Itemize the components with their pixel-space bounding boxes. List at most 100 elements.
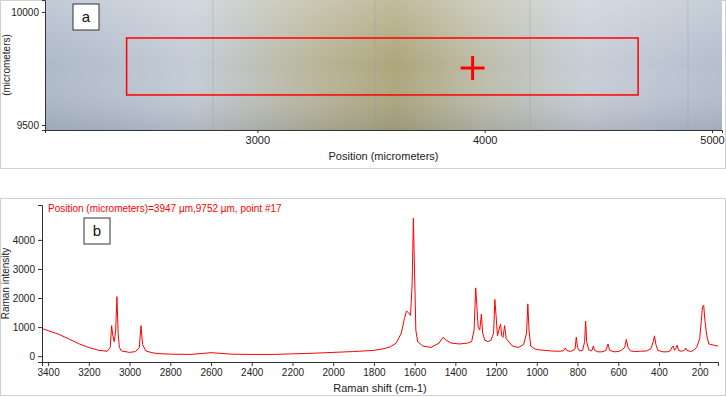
tick-label: 2200 — [282, 367, 305, 378]
tick-mark — [170, 362, 171, 366]
tick-label: 200 — [692, 367, 709, 378]
tick-mark — [415, 362, 416, 366]
tick-mark — [455, 362, 456, 366]
tick-mark — [38, 356, 42, 357]
tick: 2200 — [282, 362, 305, 378]
point-marker — [461, 56, 485, 80]
tick-mark — [659, 362, 660, 366]
tick-label: 3400 — [37, 367, 60, 378]
tick-label: 2000 — [13, 293, 36, 304]
spectrum-line — [42, 218, 718, 354]
tick: 0 — [29, 351, 42, 362]
tick-mark — [578, 362, 579, 366]
tick: 2000 — [13, 293, 42, 304]
cross-v — [471, 56, 474, 80]
panel-label-box — [73, 4, 99, 30]
tick-label: 9500 — [17, 120, 40, 131]
tick: 3000 — [119, 362, 142, 378]
axis-line — [38, 206, 43, 363]
tick-mark — [292, 362, 293, 366]
scan-area — [127, 38, 639, 95]
tick: 5000 — [700, 130, 724, 146]
tick-mark — [211, 362, 212, 366]
axis-line — [43, 363, 719, 367]
tick-mark — [700, 362, 701, 366]
tick-label: 4000 — [13, 235, 36, 246]
tick: 600 — [610, 362, 627, 378]
x-axis-title: Position (micrometers) — [328, 150, 438, 162]
tick-label: 4000 — [473, 134, 497, 146]
tick-label: 1400 — [445, 367, 468, 378]
tick: 2000 — [323, 362, 346, 378]
tick: 10000 — [11, 7, 45, 18]
tick-label: 1000 — [526, 367, 549, 378]
tick-label: 800 — [570, 367, 587, 378]
tick-label: 3000 — [13, 264, 36, 275]
micrograph-shade — [45, 0, 722, 130]
tick: 1200 — [485, 362, 508, 378]
tick-label: 1600 — [404, 367, 427, 378]
tick-mark — [42, 12, 45, 13]
tick: 1000 — [526, 362, 549, 378]
tick-mark — [38, 298, 42, 299]
tick: 3000 — [13, 264, 42, 275]
tick: 3000 — [246, 130, 270, 146]
tick-label: 2600 — [200, 367, 223, 378]
tick-label: 1200 — [485, 367, 508, 378]
tick-mark — [48, 362, 49, 366]
panel-label-box — [84, 218, 110, 244]
tick-label: 1800 — [363, 367, 386, 378]
tick: 2400 — [241, 362, 264, 378]
y-axis: 0 1000 2000 3000 4000 — [13, 206, 43, 363]
tick-mark — [485, 130, 486, 133]
panel-frame — [1, 1, 726, 169]
tick: 2800 — [160, 362, 183, 378]
tick-label: 0 — [29, 351, 35, 362]
tile-seam — [530, 0, 531, 130]
panel-frame — [1, 199, 726, 396]
tick-mark — [618, 362, 619, 366]
tick-mark — [42, 125, 45, 126]
tick-mark — [257, 130, 258, 133]
tick: 4000 — [13, 235, 42, 246]
panel-label: b — [93, 222, 101, 239]
tick: 4000 — [473, 130, 497, 146]
tile-seam — [688, 0, 689, 130]
panel-label: a — [82, 8, 91, 25]
tick-label: 3000 — [246, 134, 270, 146]
tick-label: 2800 — [160, 367, 183, 378]
y-axis-title: Raman intensity — [0, 248, 11, 320]
y-axis: 9500 10000 — [11, 1, 45, 131]
tick: 1600 — [404, 362, 427, 378]
tick: 200 — [692, 362, 709, 378]
tick: 1000 — [13, 322, 42, 333]
tick-mark — [38, 327, 42, 328]
tick-mark — [333, 362, 334, 366]
marks — [42, 218, 718, 354]
tick-mark — [496, 362, 497, 366]
tick-label: 5000 — [700, 134, 724, 146]
annotation: Position (micrometers)=3947 µm,9752 µm, … — [48, 203, 282, 214]
tick-label: 2400 — [241, 367, 264, 378]
tick-mark — [374, 362, 375, 366]
x-axis-title: Raman shift (cm-1) — [333, 382, 427, 394]
tick: 400 — [651, 362, 668, 378]
tick-mark — [38, 240, 42, 241]
axis-line — [42, 1, 46, 131]
tick: 2600 — [200, 362, 223, 378]
tick-mark — [38, 269, 42, 270]
tick: 1800 — [363, 362, 386, 378]
tick-label: 2000 — [323, 367, 346, 378]
micrograph — [45, 0, 722, 130]
tile-seam — [213, 0, 214, 130]
marks — [127, 38, 639, 95]
tick-label: 1000 — [13, 322, 36, 333]
tick: 3400 — [37, 362, 60, 378]
tick-mark — [130, 362, 131, 366]
axis-line — [46, 131, 723, 134]
tick-label: 3000 — [119, 367, 142, 378]
panel-a: 3000 4000 5000 9500 10000 Position (micromete… — [1, 0, 726, 169]
panel-b: 3400320030002800260024002200200018001600… — [0, 199, 726, 396]
tick-label: 600 — [610, 367, 627, 378]
tick-mark — [712, 130, 713, 133]
